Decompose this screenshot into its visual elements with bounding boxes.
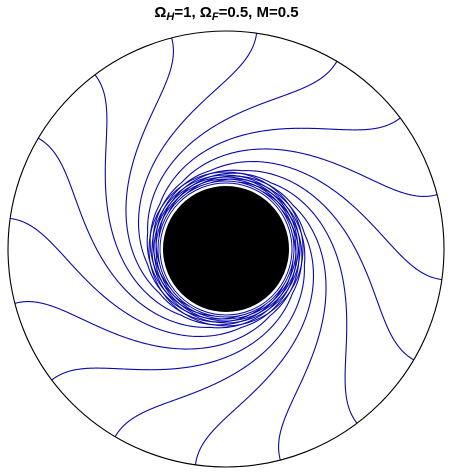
field-line [14,209,300,350]
title-h-subscript: H [166,11,175,23]
title-omega-f-symbol: Ω [199,4,212,21]
field-line [10,217,297,338]
black-hole-disk [163,186,289,312]
title-omega-h-symbol: Ω [154,4,167,21]
winding-ring [157,180,295,318]
field-line [137,33,258,320]
field-line [152,148,438,289]
field-line [146,61,338,317]
field-line [194,178,315,465]
field-line [38,137,294,329]
figure-title: ΩH=1, ΩF=0.5, M=0.5 [0,4,453,23]
field-line [114,181,306,437]
winding-ring [151,174,301,324]
field-line [155,160,442,281]
field-lines-group [10,33,442,465]
field-line [168,172,358,424]
field-line [158,169,414,361]
winding-rings-group [148,171,304,327]
title-h-value: =1, [174,4,200,21]
field-line [186,175,327,461]
field-line [149,117,401,307]
field-line [94,74,284,326]
horizon-ring [160,183,292,315]
outer-boundary-circle [7,30,445,468]
winding-ring [155,178,297,320]
winding-ring [159,182,293,316]
winding-ring [148,171,304,327]
field-line [51,191,303,381]
winding-ring [153,176,299,322]
field-line [125,37,266,323]
title-f-value: =0.5, M=0.5 [218,4,299,21]
title-f-subscript: F [211,11,219,23]
